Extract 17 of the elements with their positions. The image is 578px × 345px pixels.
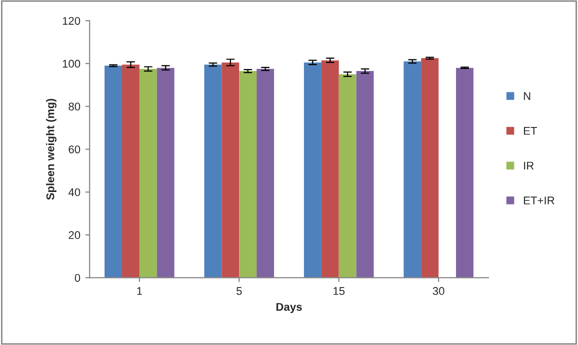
y-axis-title: Spleen weight (mg) (46, 98, 56, 200)
legend-label: ET+IR (524, 196, 554, 204)
x-tick-label: 15 (334, 287, 345, 295)
x-axis-title: Days (276, 303, 302, 314)
y-tick-label: 40 (68, 188, 80, 196)
legend-label: IR (524, 162, 534, 170)
x-tick-label: 30 (432, 287, 444, 295)
legend-label: N (524, 92, 530, 100)
legend-label: ET (524, 127, 537, 135)
x-tick-label: 1 (137, 287, 142, 295)
y-tick-label: 60 (68, 145, 80, 154)
x-tick-label: 5 (236, 287, 242, 295)
y-tick-label: 80 (68, 102, 80, 111)
y-tick-label: 20 (68, 231, 80, 240)
y-tick-label: 100 (62, 60, 80, 68)
y-tick-label: 120 (62, 16, 80, 25)
y-tick-label: 0 (74, 274, 80, 282)
